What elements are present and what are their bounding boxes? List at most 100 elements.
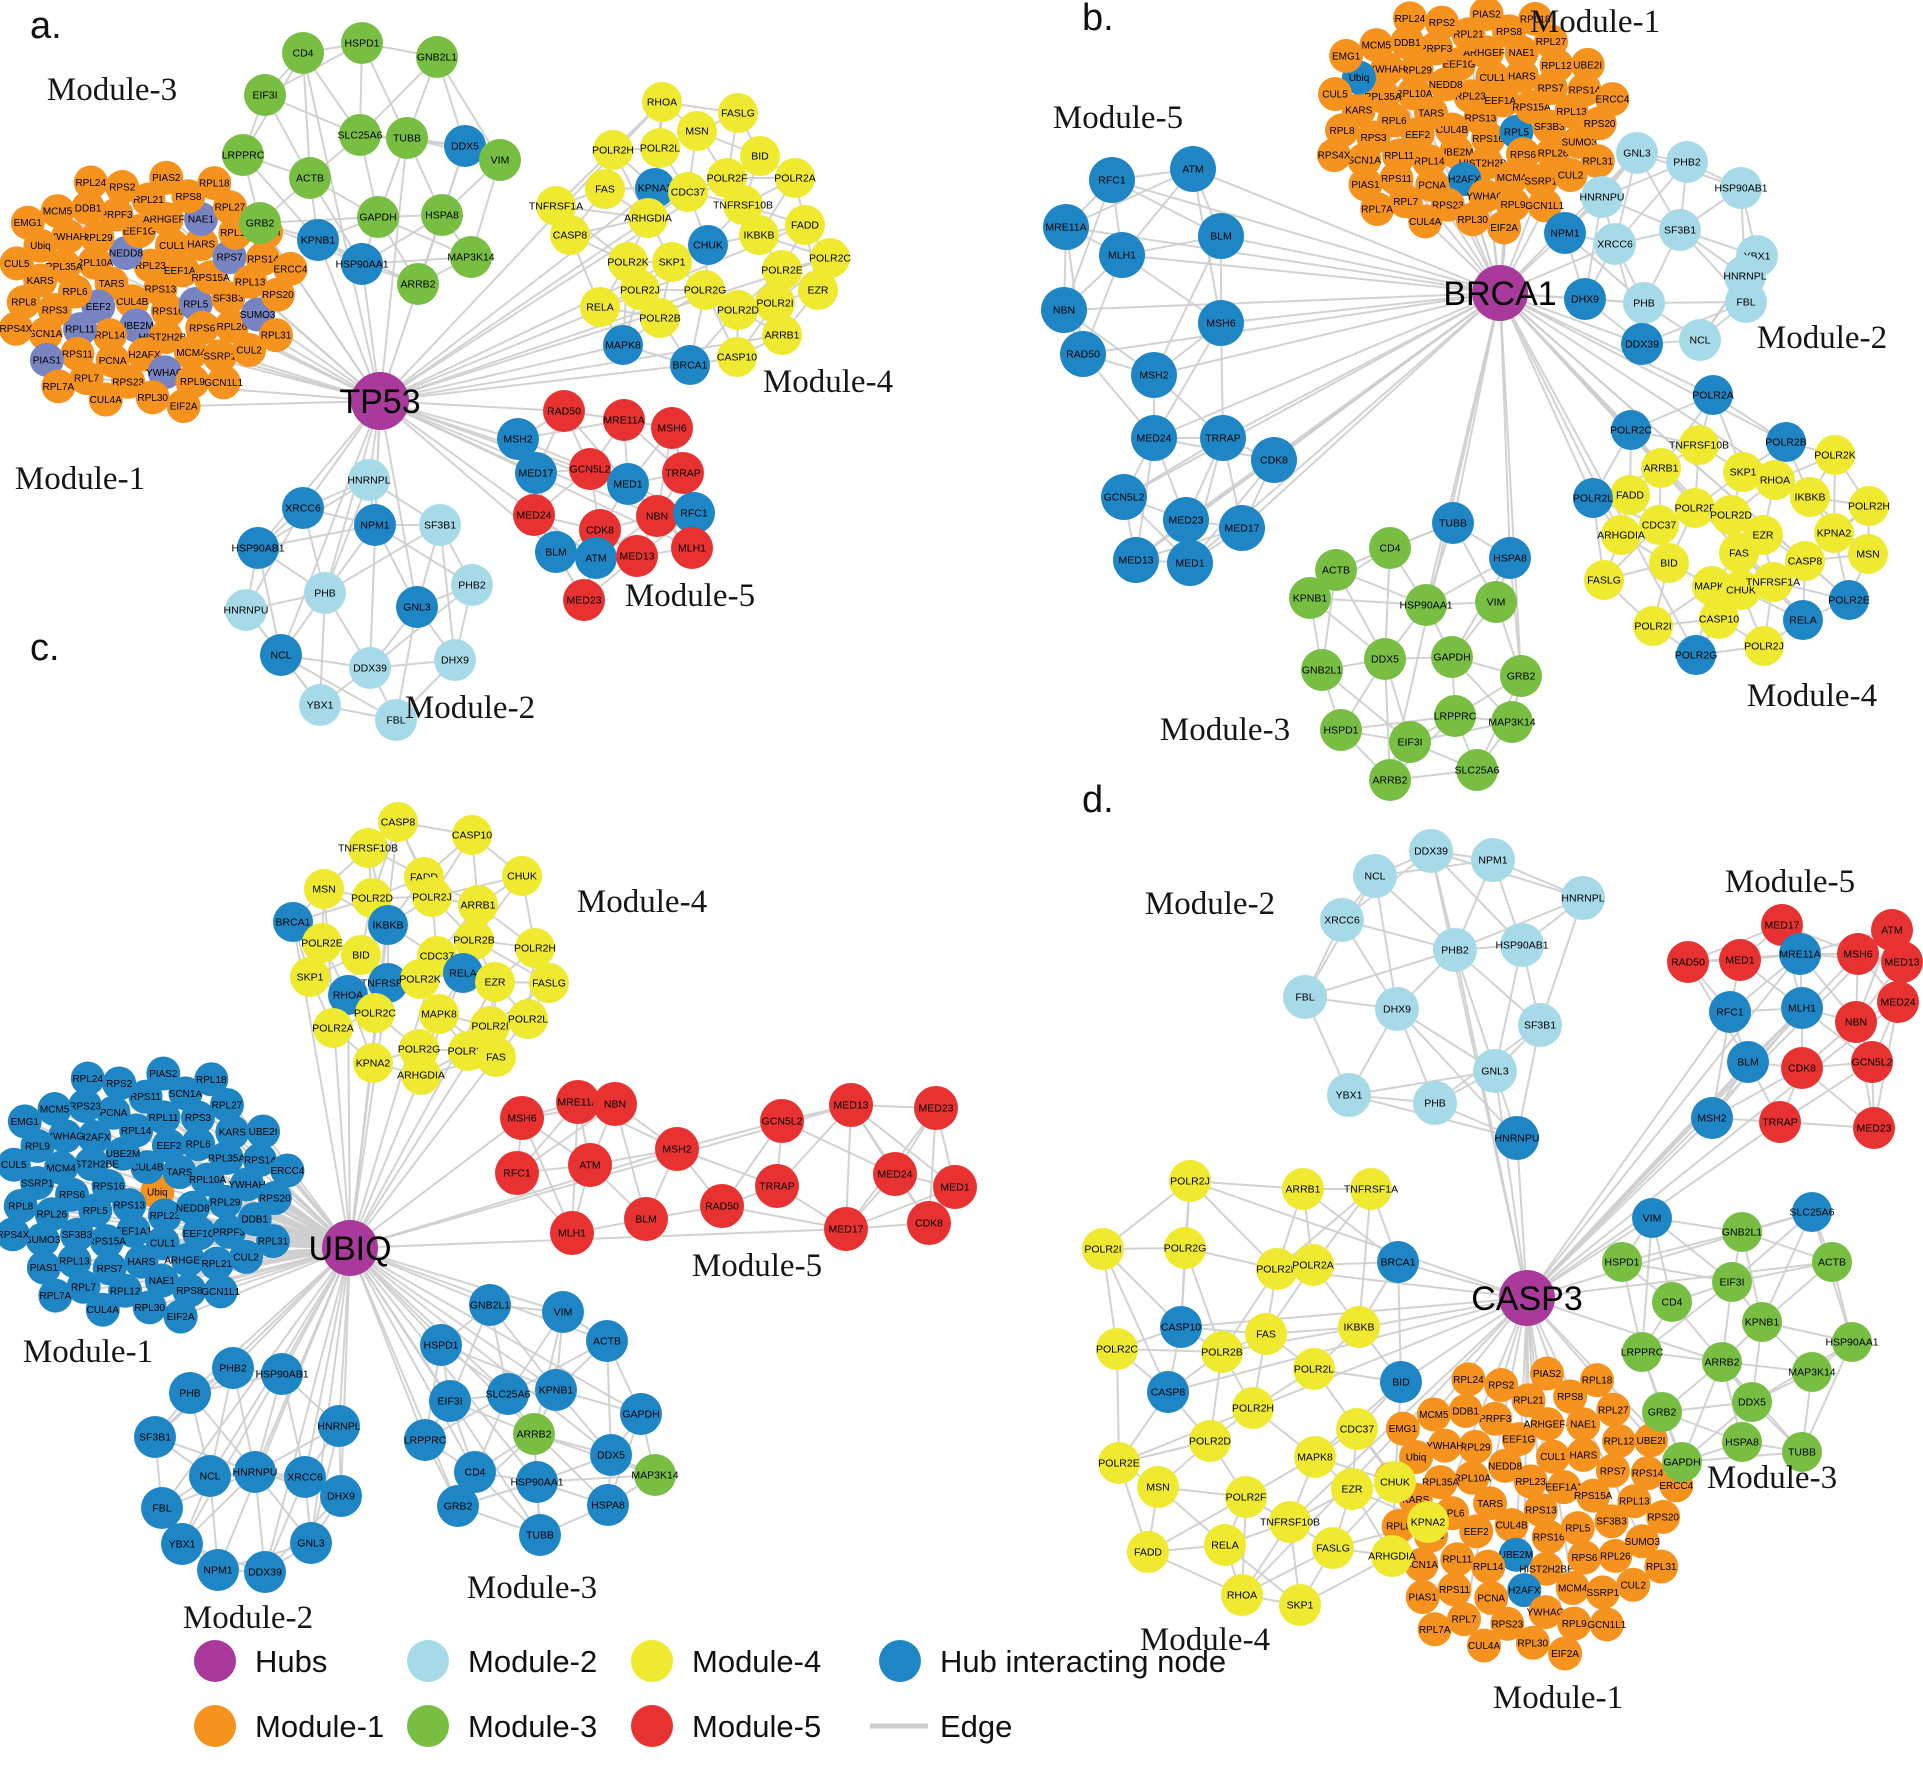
node-MAP3K14[interactable] (450, 236, 492, 278)
node-HSPD1[interactable] (341, 22, 383, 64)
node-CDK8[interactable] (1781, 1047, 1823, 1089)
node-GNB2L1[interactable] (1722, 1212, 1762, 1252)
node-HSP90AB1[interactable] (261, 1353, 303, 1395)
node-EEF2[interactable] (151, 1128, 186, 1163)
node-ERCC4[interactable] (270, 1153, 305, 1188)
node-UBE2I[interactable] (1633, 1423, 1668, 1458)
node-MSH2[interactable] (1131, 352, 1177, 398)
node-RPL13[interactable] (1617, 1484, 1652, 1519)
node-LRPPRC[interactable] (404, 1419, 446, 1461)
node-RPS8[interactable] (172, 1273, 207, 1308)
node-YBX1[interactable] (161, 1523, 203, 1565)
node-POLR2G[interactable] (685, 270, 725, 310)
node-SUMO3[interactable] (1625, 1524, 1660, 1559)
node-RPL12[interactable] (108, 1273, 143, 1308)
node-RPS14[interactable] (245, 241, 280, 276)
node-MCM4[interactable] (1555, 1571, 1590, 1606)
node-POLR2F[interactable] (1675, 488, 1715, 528)
node-CHUK[interactable] (688, 225, 728, 265)
node-RPL14[interactable] (1471, 1549, 1506, 1584)
node-RPL30[interactable] (1515, 1625, 1550, 1660)
node-NCL[interactable] (189, 1455, 231, 1497)
node-GCN5L2[interactable] (1851, 1041, 1893, 1083)
node-MLH1[interactable] (1099, 232, 1145, 278)
node-PIAS2[interactable] (1530, 1356, 1565, 1391)
node-VIM[interactable] (479, 139, 521, 181)
node-KPNA2[interactable] (635, 168, 675, 208)
node-MAPK8[interactable] (419, 994, 459, 1034)
node-RPS15A[interactable] (1576, 1478, 1611, 1513)
node-TUBB[interactable] (1782, 1432, 1822, 1472)
node-RPS13[interactable] (1523, 1493, 1558, 1527)
node-GRB2[interactable] (239, 202, 281, 244)
node-POLR2B[interactable] (1766, 422, 1806, 462)
node-TNFRSF1A[interactable] (1753, 562, 1793, 602)
node-MCM4[interactable] (1494, 160, 1529, 195)
node-POLR2J[interactable] (1169, 1160, 1211, 1202)
node-EMG1[interactable] (7, 1104, 42, 1139)
node-POLR2D[interactable] (1189, 1420, 1231, 1462)
node-EIF2A[interactable] (166, 389, 201, 424)
node-ERCC4[interactable] (1595, 82, 1630, 117)
node-ATM[interactable] (568, 1143, 612, 1187)
node-PHB2[interactable] (451, 564, 493, 606)
node-NBN[interactable] (636, 495, 678, 537)
node-CASP8[interactable] (378, 802, 418, 842)
node-POLR2J[interactable] (412, 877, 452, 917)
node-HSP90AA1[interactable] (341, 243, 383, 285)
node-TRRAP[interactable] (1759, 1101, 1801, 1143)
node-POLR2E[interactable] (302, 923, 342, 963)
node-CUL4B[interactable] (1494, 1508, 1529, 1543)
node-POLR2E[interactable] (762, 250, 802, 290)
node-SKP1[interactable] (1723, 452, 1763, 492)
node-RPS23[interactable] (68, 1088, 103, 1123)
node-POLR2A[interactable] (313, 1008, 353, 1048)
node-GRB2[interactable] (1500, 655, 1542, 697)
node-RPL11[interactable] (63, 312, 98, 347)
node-RAD50[interactable] (543, 390, 585, 432)
node-ATM[interactable] (1170, 146, 1216, 192)
node-KARS[interactable] (215, 1115, 250, 1150)
node-MED1[interactable] (933, 1165, 977, 1209)
node-POLR2H[interactable] (515, 928, 555, 968)
node-KPNB1[interactable] (1742, 1302, 1782, 1342)
node-BLM[interactable] (624, 1197, 668, 1241)
node-ARHGDIA[interactable] (628, 198, 668, 238)
node-RPL30[interactable] (1455, 202, 1490, 237)
node-POLR2I[interactable] (755, 283, 795, 323)
node-RPL26[interactable] (214, 309, 249, 344)
node-FBL[interactable] (1725, 281, 1767, 323)
node-RHOA[interactable] (1755, 460, 1795, 500)
node-CASP10[interactable] (717, 337, 757, 377)
node-CD4[interactable] (454, 1451, 496, 1493)
node-YWHAG[interactable] (48, 1119, 83, 1154)
node-ACTB[interactable] (289, 157, 331, 199)
node-SSRP1[interactable] (202, 339, 237, 374)
node-EMG1[interactable] (1329, 38, 1364, 73)
node-POLR2H[interactable] (593, 130, 633, 170)
node-RPL23[interactable] (1513, 1464, 1548, 1499)
node-HNRNPL[interactable] (348, 459, 390, 501)
node-CUL5[interactable] (0, 246, 34, 281)
node-RPS14[interactable] (242, 1142, 277, 1177)
node-MAPK8[interactable] (603, 325, 643, 365)
node-MED17[interactable] (1219, 505, 1265, 551)
node-PHB[interactable] (1623, 282, 1665, 324)
node-HNRNPL[interactable] (1561, 876, 1605, 920)
node-ACTB[interactable] (1812, 1242, 1852, 1282)
node-POLR2A[interactable] (775, 158, 815, 198)
node-DHX9[interactable] (320, 1475, 362, 1517)
node-RELA[interactable] (443, 953, 483, 993)
node-CUL4A[interactable] (85, 1292, 120, 1327)
node-MCM5[interactable] (1359, 28, 1394, 63)
node-POLR2C[interactable] (810, 238, 850, 278)
node-ARRB1[interactable] (458, 885, 498, 925)
node-BRCA1[interactable] (670, 345, 710, 385)
node-HSPA8[interactable] (1489, 537, 1531, 579)
node-SLC25A6[interactable] (1792, 1192, 1832, 1232)
node-KPNB1[interactable] (535, 1369, 577, 1411)
node-GNL3[interactable] (396, 586, 438, 628)
node-RPL31[interactable] (256, 1224, 291, 1259)
node-LRPPRC[interactable] (222, 134, 264, 176)
node-MLH1[interactable] (671, 527, 713, 569)
